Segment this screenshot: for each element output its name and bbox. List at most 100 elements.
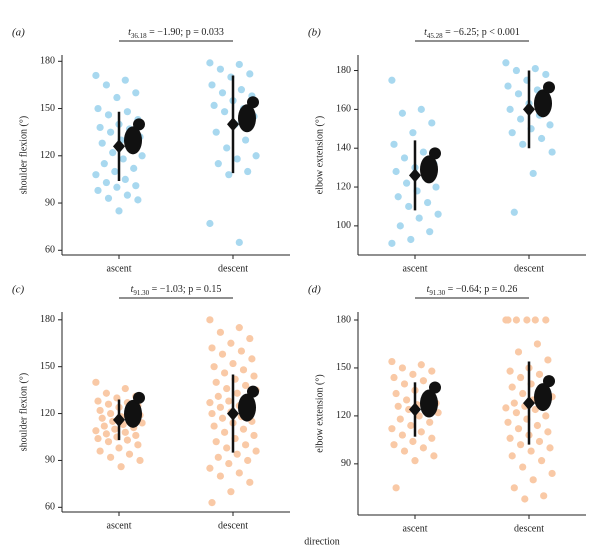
data-point [214, 160, 222, 168]
data-point [96, 123, 104, 132]
data-point [246, 70, 254, 78]
data-point [130, 164, 138, 172]
data-point [123, 436, 131, 444]
data-point [115, 207, 123, 215]
data-point [98, 414, 106, 422]
data-point [212, 378, 220, 386]
data-point [206, 219, 214, 228]
data-point [208, 81, 216, 89]
data-point [544, 428, 552, 436]
data-point [506, 434, 514, 442]
data-point [517, 441, 525, 449]
annotation-symbol: t [128, 27, 131, 38]
data-point [428, 367, 436, 375]
data-point [546, 444, 554, 452]
data-point [102, 389, 110, 397]
annotation-text: = −6.25; p < 0.001 [443, 27, 520, 38]
data-point [104, 438, 113, 446]
data-point [104, 111, 113, 119]
y-tick-label: 150 [40, 361, 55, 372]
data-point [514, 425, 523, 433]
data-point [235, 469, 243, 477]
data-point [221, 108, 229, 116]
data-point [548, 148, 556, 156]
silhouette [133, 391, 145, 404]
data-point [434, 210, 442, 218]
data-point [519, 140, 527, 148]
data-point [242, 136, 250, 144]
data-point [233, 389, 241, 397]
annotation-symbol: t [131, 284, 134, 295]
panel-label: (c) [12, 284, 25, 296]
data-point [216, 403, 224, 411]
data-point [92, 427, 100, 435]
data-point [242, 381, 250, 390]
data-point [138, 152, 146, 160]
data-point [510, 484, 518, 492]
y-tick-label: 180 [336, 314, 351, 325]
data-point [92, 171, 100, 179]
y-tick-label: 180 [40, 314, 55, 325]
silhouette [543, 81, 555, 94]
data-point [233, 155, 241, 163]
data-point [132, 89, 140, 97]
data-point [519, 463, 527, 471]
data-point [519, 389, 527, 398]
data-point [510, 208, 518, 216]
data-point [121, 76, 129, 84]
data-point [216, 328, 224, 336]
data-point [218, 414, 227, 422]
data-point [430, 452, 438, 460]
silhouette [124, 126, 142, 155]
data-point [218, 89, 227, 97]
data-point [242, 441, 250, 449]
data-point [233, 450, 241, 458]
mean-marker [113, 139, 125, 154]
data-point [398, 431, 406, 439]
data-point [512, 316, 521, 324]
silhouette [543, 375, 555, 388]
data-point [235, 324, 243, 332]
y-tick-label: 100 [336, 220, 351, 231]
data-point [221, 428, 229, 436]
data-point [117, 463, 125, 471]
x-tick-label: ascent [403, 523, 428, 534]
data-point [206, 464, 214, 472]
data-point [392, 484, 400, 492]
data-point [426, 418, 434, 426]
x-tick-label: descent [218, 520, 248, 531]
annotation-subscript: 91.30 [429, 289, 445, 297]
data-point [546, 121, 554, 129]
data-point [394, 402, 402, 410]
x-axis-title: direction [304, 536, 340, 547]
data-point [248, 355, 256, 363]
data-point [417, 361, 425, 369]
data-point [94, 104, 102, 113]
data-point [504, 418, 512, 426]
data-point [415, 214, 423, 222]
data-point [94, 397, 102, 405]
data-point [400, 380, 409, 388]
data-point [398, 109, 406, 117]
data-point [96, 406, 104, 415]
data-point [208, 344, 216, 352]
data-point [390, 140, 398, 148]
data-point [502, 59, 510, 67]
data-point [426, 228, 434, 236]
data-point [100, 422, 108, 430]
data-point [214, 392, 222, 400]
data-point [223, 384, 231, 393]
data-point [212, 128, 220, 136]
data-point [94, 434, 102, 443]
data-point [428, 119, 436, 127]
data-point [407, 421, 415, 430]
y-tick-label: 120 [336, 181, 351, 192]
data-point [548, 469, 556, 478]
data-point [533, 421, 542, 430]
data-point [221, 369, 229, 377]
data-point [92, 71, 100, 80]
panel-label: (a) [12, 27, 25, 39]
data-point [206, 316, 214, 324]
y-tick-label: 120 [40, 408, 55, 419]
data-point [237, 86, 245, 94]
